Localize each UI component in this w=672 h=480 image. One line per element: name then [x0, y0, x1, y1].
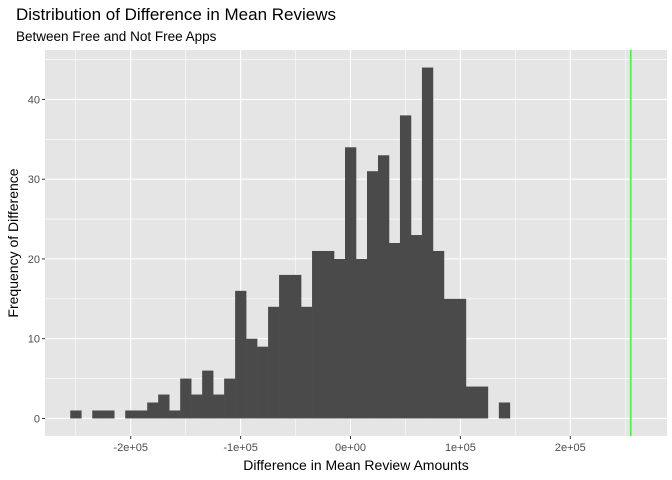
histogram-bar — [290, 274, 302, 419]
histogram-bar — [202, 370, 214, 419]
histogram-bar — [323, 250, 335, 419]
histogram-bar — [377, 155, 390, 419]
histogram-bar — [345, 147, 357, 419]
histogram-bar — [301, 306, 313, 419]
x-tick-label: -1e+05 — [223, 442, 258, 454]
y-tick-label: 40 — [28, 94, 40, 106]
histogram-bar — [158, 394, 170, 419]
x-tick-label: 0e+00 — [335, 442, 366, 454]
y-tick-label: 10 — [28, 334, 40, 346]
histogram-bar — [103, 410, 115, 419]
histogram-bar — [388, 243, 401, 419]
y-axis-ticks: 0 10 20 30 40 — [28, 94, 45, 425]
histogram-bar — [421, 67, 434, 419]
x-tick-label: 2e+05 — [555, 442, 586, 454]
histogram-bar — [169, 410, 181, 419]
chart-title: Distribution of Difference in Mean Revie… — [16, 5, 336, 24]
x-axis-ticks: -2e+05 -1e+05 0e+00 1e+05 2e+05 — [113, 436, 586, 454]
histogram-bar — [356, 258, 368, 419]
histogram-bar — [498, 402, 511, 419]
y-axis-title: Frequency of Difference — [5, 168, 21, 317]
histogram-bar — [246, 338, 258, 419]
histogram-bar — [443, 298, 456, 419]
histogram-bar — [136, 410, 148, 419]
histogram-bars — [70, 67, 511, 419]
histogram-bar — [125, 410, 137, 419]
y-tick-label: 0 — [34, 413, 40, 425]
histogram-bar — [399, 115, 412, 419]
histogram-bar — [312, 250, 324, 419]
chart-subtitle: Between Free and Not Free Apps — [16, 29, 217, 44]
x-axis-title: Difference in Mean Review Amounts — [243, 457, 468, 473]
x-tick-label: -2e+05 — [113, 442, 148, 454]
histogram-bar — [224, 378, 236, 419]
histogram-bar — [432, 250, 445, 419]
histogram-bar — [454, 298, 467, 419]
histogram-bar — [213, 394, 225, 419]
histogram-bar — [191, 394, 203, 419]
histogram-bar — [268, 306, 280, 419]
histogram-bar — [257, 346, 269, 419]
histogram-bar — [147, 402, 159, 419]
histogram-bar — [465, 386, 478, 419]
histogram-bar — [180, 378, 192, 419]
histogram-bar — [92, 410, 104, 419]
histogram-bar — [366, 171, 379, 419]
histogram-bar — [476, 386, 489, 419]
x-tick-label: 1e+05 — [445, 442, 476, 454]
histogram-bar — [279, 274, 291, 419]
histogram-bar — [70, 410, 82, 419]
y-tick-label: 20 — [28, 254, 40, 266]
y-tick-label: 30 — [28, 174, 40, 186]
histogram-bar — [410, 235, 423, 419]
histogram-bar — [235, 290, 247, 419]
histogram-bar — [334, 258, 346, 419]
